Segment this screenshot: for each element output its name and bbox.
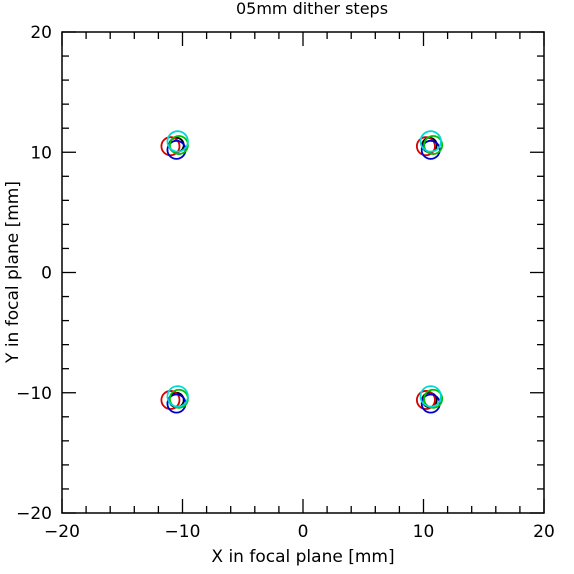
y-tick-label: 10 (30, 143, 52, 163)
series-0 (168, 136, 438, 409)
series-1 (160, 136, 436, 410)
x-tick-label: 20 (533, 522, 555, 542)
y-tick-label: 20 (30, 23, 52, 43)
data-marks (160, 130, 444, 414)
x-axis-label: X in focal plane [mm] (211, 547, 394, 567)
y-tick-label: 0 (41, 264, 52, 284)
chart-title: 05mm dither steps (236, 0, 388, 18)
x-tick-labels: −20 −10 0 10 20 (44, 522, 555, 542)
plot-frame (61, 31, 545, 514)
axis-ticks (61, 31, 545, 514)
y-tick-label: −10 (16, 384, 52, 404)
y-tick-labels: −20 −10 0 10 20 (16, 23, 52, 524)
data-point (423, 388, 444, 409)
data-point (423, 135, 444, 155)
y-tick-label: −20 (16, 504, 52, 524)
data-point (160, 136, 181, 157)
x-tick-label: −20 (44, 522, 80, 542)
x-tick-label: 0 (298, 522, 309, 542)
y-axis-label: Y in focal plane [mm] (3, 181, 23, 364)
data-point (166, 130, 189, 153)
data-point (415, 390, 436, 410)
data-point (160, 390, 181, 410)
x-tick-label: −10 (165, 522, 201, 542)
series-3 (168, 135, 444, 409)
data-point (419, 130, 442, 153)
data-point (415, 136, 436, 157)
data-point (419, 385, 442, 408)
x-tick-label: 10 (413, 522, 435, 542)
data-point (166, 385, 189, 408)
series-4 (166, 130, 442, 408)
series-2 (166, 139, 441, 414)
